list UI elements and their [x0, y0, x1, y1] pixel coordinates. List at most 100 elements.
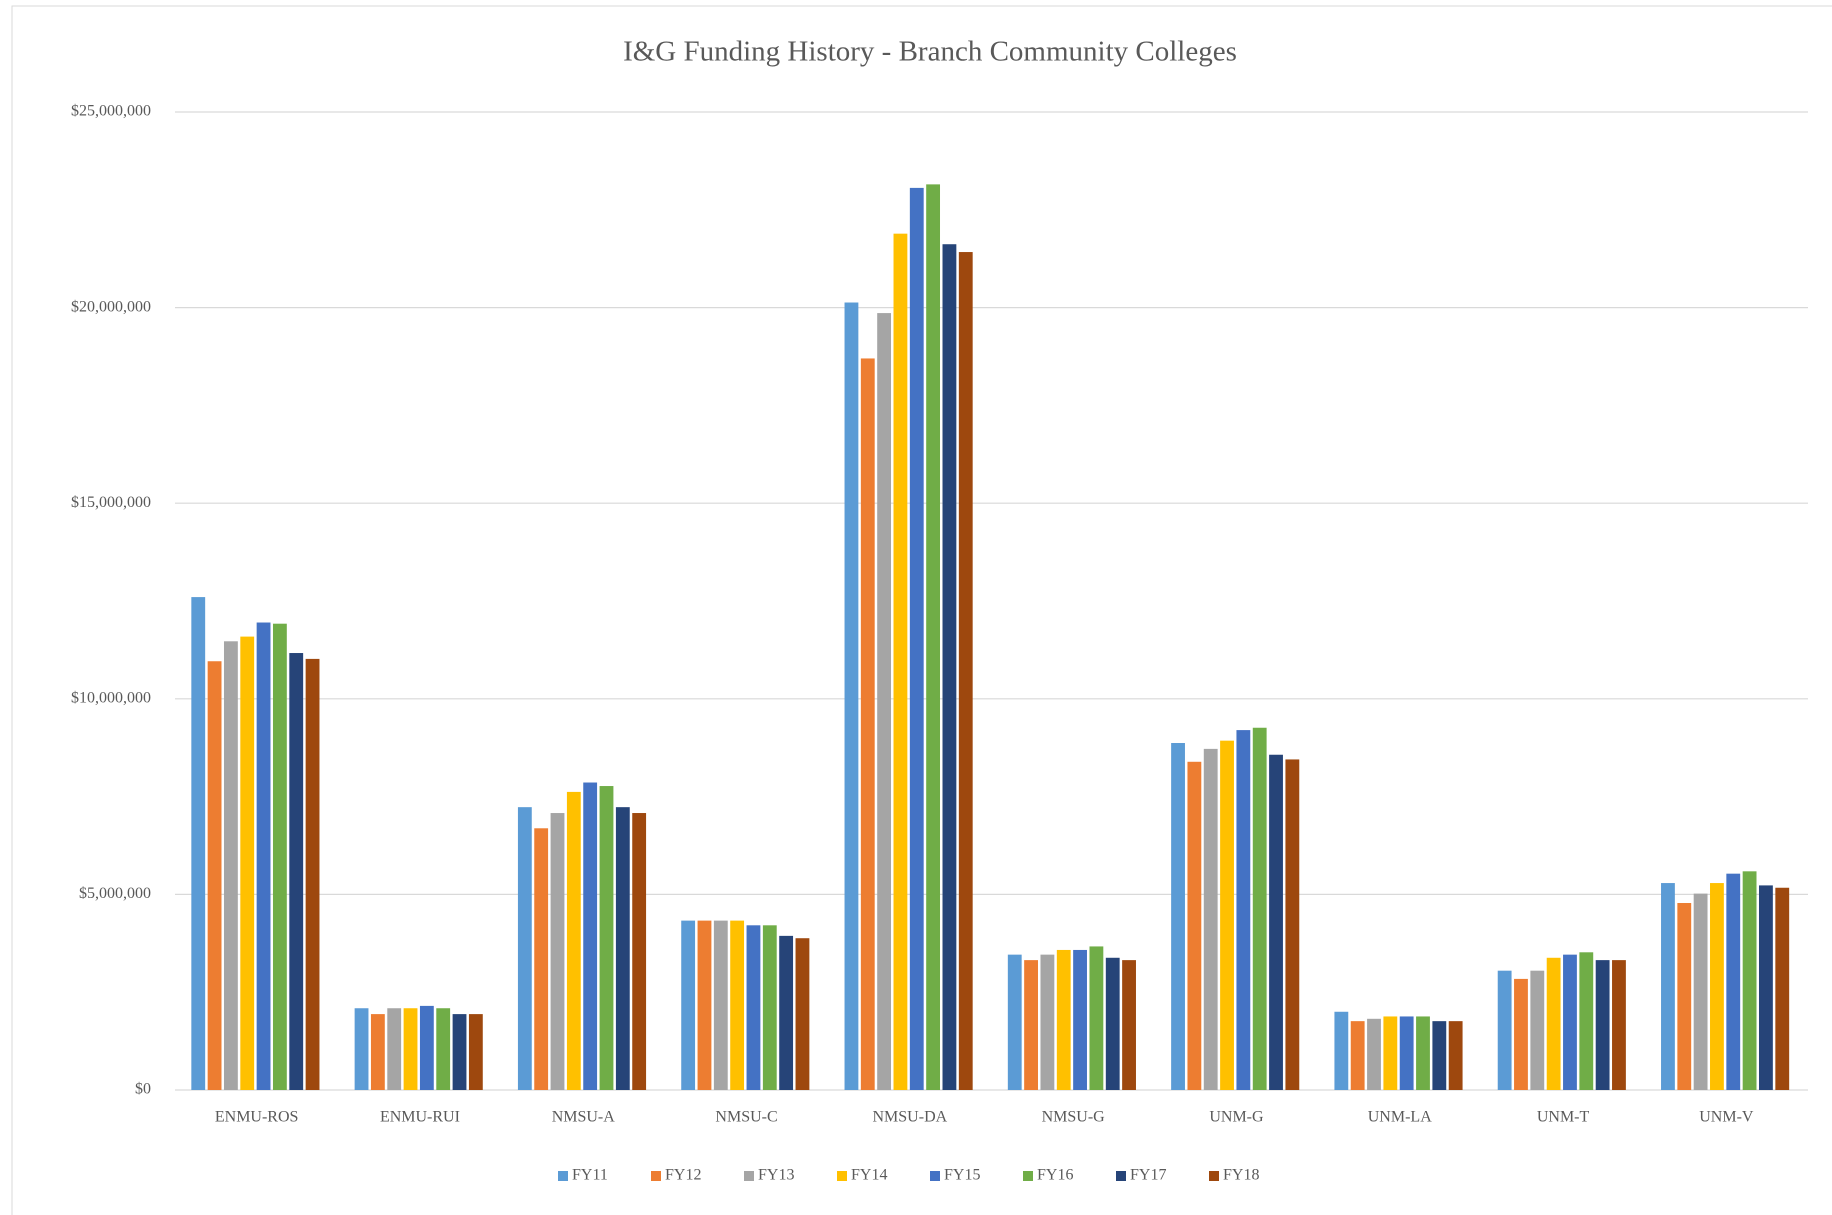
bar — [1367, 1018, 1381, 1090]
bar — [1220, 740, 1234, 1090]
bar — [713, 920, 728, 1090]
bar — [599, 786, 614, 1090]
legend-swatch — [837, 1171, 847, 1181]
bar — [1383, 1016, 1398, 1090]
bar — [1742, 871, 1757, 1090]
bar — [1448, 1021, 1463, 1090]
bar — [550, 813, 565, 1090]
bar — [354, 1008, 369, 1090]
bar — [517, 807, 532, 1090]
legend-label: FY13 — [758, 1167, 794, 1184]
bar — [1122, 960, 1136, 1090]
x-tick-label: NMSU-C — [715, 1109, 777, 1126]
bar — [1726, 873, 1741, 1090]
bar — [1595, 960, 1610, 1090]
bar — [1514, 978, 1528, 1090]
y-tick-label: $0 — [135, 1081, 151, 1098]
bar — [681, 920, 696, 1090]
legend-label: FY12 — [665, 1167, 701, 1184]
bar — [583, 782, 598, 1090]
x-tick-label: UNM-G — [1209, 1109, 1264, 1126]
bar — [289, 653, 304, 1090]
bar — [1677, 903, 1692, 1090]
bar — [370, 1014, 385, 1090]
legend-swatch — [930, 1171, 940, 1181]
bar — [926, 184, 941, 1090]
bar — [1432, 1021, 1447, 1090]
bar — [1285, 759, 1300, 1090]
bar — [746, 925, 761, 1090]
bar — [860, 358, 875, 1090]
bar — [909, 187, 924, 1090]
bar — [762, 925, 777, 1090]
bar — [1693, 893, 1708, 1090]
bar — [1399, 1016, 1414, 1090]
bar — [795, 938, 810, 1090]
legend-label: FY15 — [944, 1167, 980, 1184]
y-tick-label: $20,000,000 — [71, 298, 151, 315]
x-tick-label: NMSU-G — [1042, 1109, 1106, 1126]
bar — [1579, 952, 1594, 1090]
y-tick-label: $10,000,000 — [71, 689, 151, 706]
bar — [1073, 949, 1087, 1090]
bar — [1546, 957, 1561, 1090]
bar — [1759, 885, 1773, 1090]
bar — [1105, 957, 1120, 1090]
bar — [697, 920, 712, 1090]
bar — [1416, 1016, 1430, 1090]
bar — [1187, 761, 1202, 1090]
bar — [1252, 727, 1267, 1090]
legend-swatch — [558, 1171, 568, 1181]
bar — [1334, 1011, 1349, 1090]
bar — [452, 1014, 467, 1090]
bar — [1007, 954, 1022, 1090]
bar — [632, 813, 647, 1090]
bar — [730, 920, 745, 1090]
bar — [223, 641, 238, 1090]
legend-label: FY18 — [1223, 1167, 1259, 1184]
bar — [1563, 954, 1577, 1090]
bar — [419, 1005, 434, 1090]
legend-label: FY17 — [1130, 1167, 1166, 1184]
legend-swatch — [651, 1171, 661, 1181]
x-tick-label: ENMU-RUI — [380, 1109, 460, 1126]
bar — [779, 935, 794, 1090]
bar — [615, 807, 630, 1090]
y-tick-label: $25,000,000 — [71, 103, 151, 120]
bar — [877, 313, 892, 1091]
legend-swatch — [744, 1171, 754, 1181]
bar — [893, 233, 908, 1090]
bar — [1530, 970, 1545, 1090]
bar — [240, 636, 255, 1090]
bar — [1775, 887, 1790, 1090]
bar — [305, 658, 320, 1090]
x-tick-label: NMSU-DA — [873, 1109, 948, 1126]
bar — [1612, 960, 1626, 1090]
x-tick-label: UNM-T — [1537, 1109, 1590, 1126]
legend-label: FY14 — [851, 1167, 887, 1184]
y-tick-label: $5,000,000 — [79, 885, 151, 902]
legend-swatch — [1116, 1171, 1126, 1181]
bar — [1710, 883, 1724, 1090]
bar — [1497, 970, 1512, 1090]
bar — [403, 1008, 418, 1090]
bar — [191, 597, 206, 1090]
legend-label: FY11 — [572, 1167, 608, 1184]
bar — [1089, 946, 1104, 1090]
bar — [256, 622, 271, 1090]
y-tick-label: $15,000,000 — [71, 494, 151, 511]
bar — [534, 828, 549, 1090]
bar — [1269, 754, 1283, 1090]
bar — [1024, 960, 1038, 1090]
bar — [1203, 748, 1218, 1090]
bar — [1056, 949, 1071, 1090]
bar — [207, 661, 222, 1090]
bar — [1040, 954, 1055, 1090]
bar — [468, 1014, 483, 1090]
bar — [272, 623, 287, 1090]
x-tick-label: ENMU-ROS — [215, 1109, 299, 1126]
bar — [958, 252, 973, 1090]
legend-swatch — [1209, 1171, 1219, 1181]
legend-swatch — [1023, 1171, 1033, 1181]
